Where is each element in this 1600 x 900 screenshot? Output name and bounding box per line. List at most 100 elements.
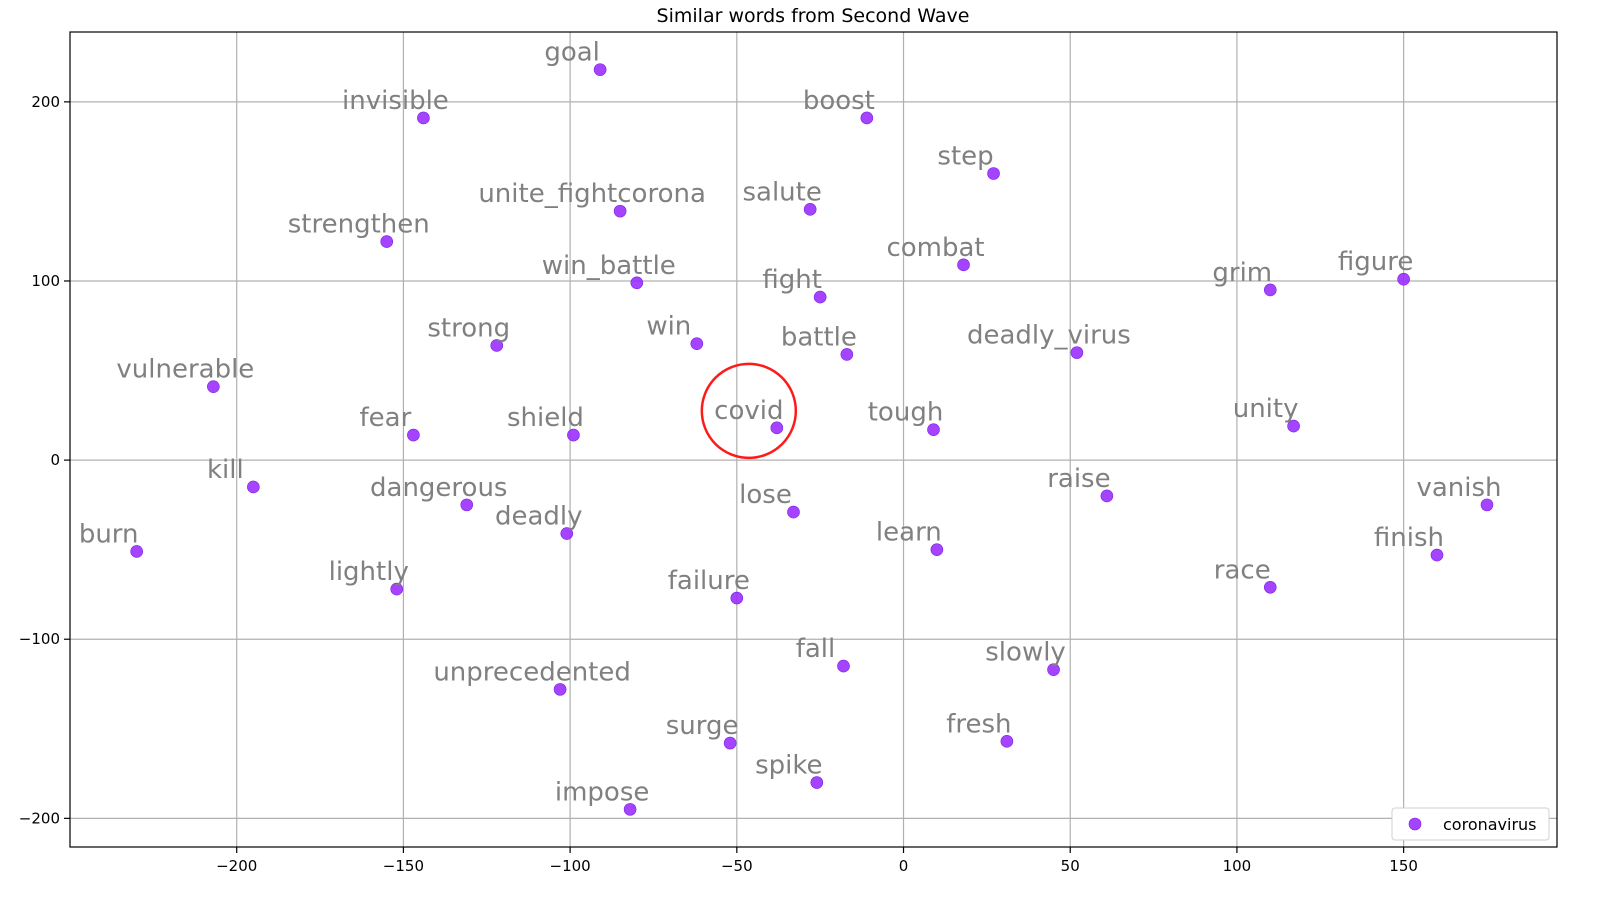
- axes: −200 −150 −100 −50 0 50 100 150 −200 −100 0 100 200: [19, 93, 1418, 875]
- point-unprecedented: [553, 683, 567, 696]
- point-strong: [490, 339, 504, 352]
- word-label-surge: surge: [666, 711, 739, 741]
- word-label-figure: figure: [1338, 247, 1413, 277]
- word-label-race: race: [1214, 555, 1271, 585]
- word-label-fresh: fresh: [946, 709, 1011, 739]
- point-tough: [927, 423, 940, 436]
- word-label-fear: fear: [360, 403, 412, 433]
- word-label-deadly_virus: deadly_virus: [967, 321, 1131, 351]
- word-label-grim: grim: [1212, 258, 1272, 288]
- grid: [70, 32, 1557, 847]
- point-unity: [1287, 419, 1300, 433]
- x-tick-label-6: 100: [1223, 857, 1252, 875]
- y-tick-label-3: 100: [31, 272, 60, 290]
- word-label-spike: spike: [755, 751, 822, 781]
- highlight-circle: [700, 362, 798, 460]
- word-label-battle: battle: [781, 322, 857, 352]
- x-tick-label-1: −150: [383, 857, 424, 875]
- word-label-fight: fight: [762, 265, 822, 295]
- word-label-unity: unity: [1233, 394, 1299, 424]
- x-tick-label-7: 150: [1389, 857, 1418, 875]
- word-label-win_battle: win_battle: [542, 251, 676, 281]
- point-failure: [730, 591, 744, 605]
- word-label-unite_fightcorona: unite_fightcorona: [478, 179, 706, 209]
- highlight: [700, 362, 798, 460]
- point-unite_fightcorona: [613, 204, 627, 218]
- word-label-vulnerable: vulnerable: [116, 355, 254, 385]
- x-tick-label-4: 0: [899, 857, 909, 875]
- point-raise: [1100, 489, 1114, 503]
- word-label-step: step: [937, 142, 993, 172]
- word-label-impose: impose: [555, 777, 650, 807]
- point-combat: [957, 258, 970, 272]
- word-label-lose: lose: [739, 480, 792, 510]
- point-learn: [930, 543, 944, 556]
- point-invisible: [417, 111, 430, 125]
- word-label-invisible: invisible: [342, 86, 449, 116]
- word-label-finish: finish: [1374, 523, 1444, 553]
- legend: coronavirus: [1391, 807, 1550, 841]
- chart-title: Similar words from Second Wave: [657, 5, 970, 27]
- word-label-deadly: deadly: [495, 502, 583, 532]
- x-tick-label-0: −200: [216, 857, 257, 875]
- point-battle: [840, 348, 854, 361]
- point-lightly: [390, 582, 404, 596]
- word-label-lightly: lightly: [329, 557, 409, 587]
- word-label-strengthen: strengthen: [288, 210, 430, 240]
- point-spike: [810, 776, 824, 789]
- point-deadly_virus: [1070, 346, 1084, 359]
- point-race: [1263, 580, 1277, 594]
- point-deadly: [560, 527, 574, 540]
- legend-label: coronavirus: [1443, 815, 1537, 834]
- y-tick-label-2: 0: [50, 451, 60, 469]
- x-tick-label-2: −100: [550, 857, 591, 875]
- word-label-tough: tough: [868, 398, 944, 428]
- word-label-shield: shield: [507, 403, 584, 433]
- word-label-goal: goal: [544, 38, 600, 68]
- y-tick-label-1: −100: [19, 630, 60, 648]
- point-fall: [837, 659, 850, 673]
- point-lose: [787, 505, 800, 519]
- word-label-covid: covid: [714, 396, 783, 426]
- point-surge: [723, 736, 737, 750]
- point-vanish: [1480, 498, 1494, 512]
- point-vulnerable: [207, 380, 220, 393]
- point-win: [690, 337, 704, 350]
- point-fear: [407, 428, 420, 442]
- point-impose: [623, 803, 637, 816]
- word-label-fall: fall: [796, 634, 836, 664]
- word-label-strong: strong: [427, 313, 510, 343]
- legend-marker: [1408, 817, 1422, 831]
- word-label-boost: boost: [803, 86, 875, 116]
- point-salute: [803, 203, 817, 216]
- x-tick-label-3: −50: [721, 857, 753, 875]
- word-label-dangerous: dangerous: [370, 473, 507, 503]
- point-step: [987, 167, 1000, 180]
- word-label-combat: combat: [886, 233, 984, 263]
- y-tick-label-4: 200: [31, 93, 60, 111]
- word-label-burn: burn: [79, 519, 139, 549]
- point-dangerous: [460, 498, 474, 512]
- point-strengthen: [380, 235, 394, 248]
- point-win_battle: [630, 276, 644, 290]
- point-burn: [130, 545, 143, 558]
- word-label-vanish: vanish: [1416, 473, 1501, 503]
- word-label-raise: raise: [1047, 464, 1110, 494]
- word-label-learn: learn: [876, 518, 942, 548]
- point-shield: [567, 428, 580, 442]
- point-finish: [1430, 548, 1444, 562]
- point-covid: [770, 421, 784, 435]
- point-boost: [860, 111, 874, 125]
- word-label-unprecedented: unprecedented: [433, 657, 631, 687]
- word-label-slowly: slowly: [985, 638, 1066, 668]
- point-slowly: [1047, 663, 1060, 676]
- plot-frame: [69, 31, 1558, 848]
- y-tick-label-0: −200: [19, 809, 60, 827]
- legend-box: [1391, 807, 1550, 841]
- point-fight: [813, 290, 827, 304]
- x-tick-label-5: 50: [1061, 857, 1080, 875]
- word-label-salute: salute: [742, 177, 821, 207]
- data-points: [130, 63, 1494, 816]
